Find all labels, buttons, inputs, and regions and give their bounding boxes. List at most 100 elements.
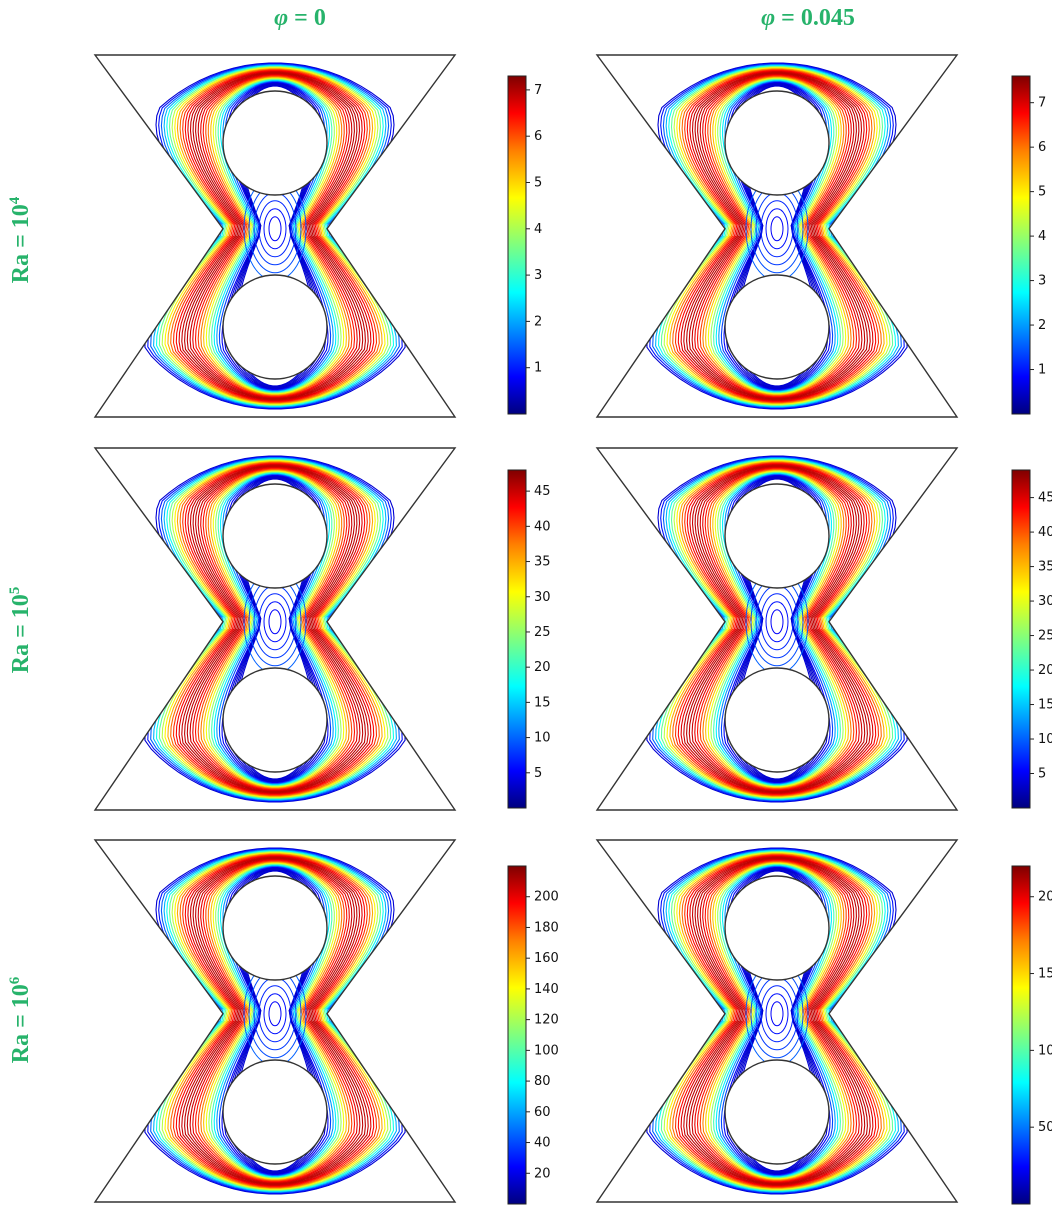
streamline [705,862,849,1180]
streamline [161,459,389,799]
colorbar-tick-label: 10 [1038,732,1052,747]
streamline [192,467,358,791]
colorbar-tick-label: 7 [1038,96,1046,111]
row-title-ra-1e5: Ra = 105 [7,587,34,674]
streamline [175,463,375,795]
neck-vortex [765,208,789,250]
streamline [688,466,866,792]
colorbar: 5 10 15 20 25 30 35 40 45 [1011,469,1052,809]
colorbar-tick-label: 100 [534,1043,559,1058]
streamline [194,860,356,1182]
streamline [167,68,383,404]
streamline [691,73,863,399]
colorbar-tick-label: 30 [1038,594,1052,609]
streamline [663,66,891,406]
streamline [155,850,395,1192]
streamline [178,463,372,795]
streamline [715,472,839,786]
streamline [718,865,836,1177]
streamline [164,67,386,405]
neck-vortex [760,593,794,651]
upper-cylinder [222,90,328,196]
streamline [718,80,836,392]
colorbar-tick-label: 35 [534,555,551,570]
streamline-panel-6: 50 100 150 200 [595,839,1052,1205]
colorbar-gradient [507,469,527,809]
colorbar-tick-label: 20 [534,1166,551,1181]
streamline [713,864,841,1178]
streamline [184,465,366,793]
streamline [677,855,877,1187]
upper-cylinder [222,875,328,981]
colorbar: 1 2 3 4 5 6 7 [1011,75,1046,415]
colorbar-tick-label: 160 [534,951,559,966]
row-title-ra-1e6: Ra = 106 [7,976,34,1063]
streamline [710,471,844,787]
streamlines [144,455,406,803]
streamline [696,860,858,1182]
colorbar-tick-label: 1 [1038,363,1046,378]
neck-vortex [268,1001,282,1027]
streamline [655,64,899,408]
upper-cylinder [222,483,328,589]
neck-vortex [765,993,789,1035]
streamline [158,66,392,406]
colorbar-gradient [507,75,527,415]
neck-vortex [268,216,282,242]
streamline [170,853,380,1189]
streamline [161,851,389,1191]
cavity-outline [93,839,457,1203]
streamline [161,66,389,406]
streamline [688,858,866,1184]
streamline [680,463,874,795]
streamline [696,75,858,397]
colorbar-tick-label: 140 [534,982,559,997]
colorbar-tick-label: 100 [1038,1043,1052,1058]
neck-vortex [258,593,292,651]
neck-vortex [770,216,784,242]
colorbar-tick-label: 45 [1038,491,1052,506]
colorbar: 20 40 60 80 100 120 140 160 180 200 [507,865,559,1205]
colorbar-tick-label: 4 [1038,229,1046,244]
colorbar-gradient [1011,75,1031,415]
colorbar-tick-label: 180 [534,920,559,935]
streamline [218,866,332,1176]
streamline [672,68,882,404]
streamline [720,474,834,784]
streamline [175,70,375,402]
streamline [702,76,852,396]
streamline [203,862,347,1180]
streamline [194,75,356,397]
colorbar-tick-label: 30 [534,590,551,605]
streamline-panel-4: 5 10 15 20 25 30 35 40 45 [595,447,1052,811]
neck-vortex [770,609,784,635]
streamline [702,469,852,789]
streamline [189,466,361,792]
streamline [211,79,339,393]
streamline [660,851,894,1191]
streamline [660,66,894,406]
streamline [172,69,378,403]
neck-vortex [765,601,789,643]
streamline [167,461,383,797]
streamline [178,855,372,1187]
neck-vortex [760,200,794,258]
streamline [213,79,337,393]
streamline [655,457,899,801]
streamline [674,462,880,796]
neck-vortex [258,200,292,258]
streamline [672,461,882,797]
colorbar-tick-label: 25 [534,625,551,640]
streamline-panel-1: 1 2 3 4 5 6 7 [93,54,542,418]
streamline [208,78,342,394]
streamline [164,852,386,1190]
upper-cylinder [724,483,830,589]
streamline [194,468,356,790]
streamline [669,461,885,797]
streamline [192,859,358,1183]
streamline [694,859,860,1183]
streamline [683,856,871,1186]
lower-cylinder [222,274,328,380]
streamline [216,473,334,785]
colorbar: 1 2 3 4 5 6 7 [507,75,542,415]
